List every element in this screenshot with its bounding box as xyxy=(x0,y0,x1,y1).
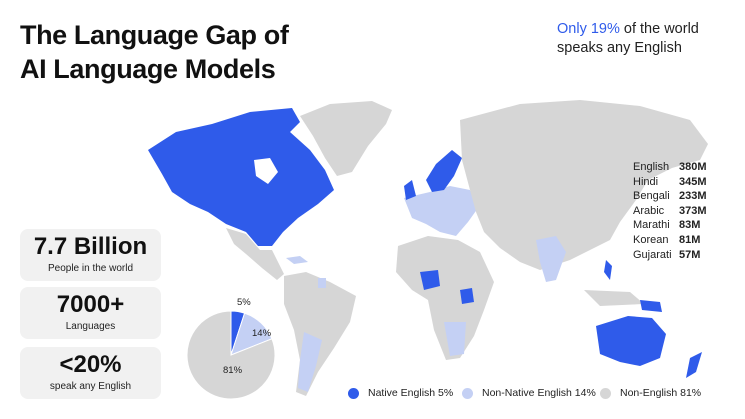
subtitle-rest: of the world speaks any English xyxy=(557,21,699,56)
southern-africa xyxy=(444,322,466,356)
legend-item-native: Native English 5% xyxy=(348,387,453,399)
india xyxy=(536,236,566,282)
legend-label: Native English 5% xyxy=(368,387,454,399)
stat-value: <20% xyxy=(59,351,122,378)
guyana xyxy=(318,278,326,288)
stat-card-english: <20% speak any English xyxy=(20,347,161,399)
language-name: Marathi xyxy=(633,219,670,232)
language-name: English xyxy=(633,161,670,173)
language-row: Korean 81M xyxy=(633,233,707,248)
europe xyxy=(404,186,478,236)
south-america xyxy=(284,272,356,396)
legend-item-non-native: Non-Native English 14% xyxy=(462,387,596,399)
uk xyxy=(404,180,416,200)
stat-label: speak any English xyxy=(49,381,132,392)
philippines xyxy=(604,260,612,280)
stat-value: 7.7 Billion xyxy=(33,233,148,260)
language-value: 233M xyxy=(679,190,707,203)
language-row: Arabic 373M xyxy=(633,204,707,219)
pie-chart: 5% 14% 81% xyxy=(186,297,276,400)
language-row: Bengali 233M xyxy=(633,189,707,204)
asia xyxy=(460,100,708,270)
language-row: Marathi 83M xyxy=(633,218,707,233)
language-value: 380M xyxy=(679,161,707,173)
language-value: 83M xyxy=(679,219,701,232)
africa xyxy=(396,236,494,360)
legend-swatch xyxy=(600,387,611,399)
east-africa xyxy=(460,288,474,304)
north-america xyxy=(148,108,334,246)
stat-card-population: 7.7 Billion People in the world xyxy=(20,229,161,281)
language-name: Bengali xyxy=(633,190,670,203)
language-name: Gujarati xyxy=(633,248,672,261)
stat-card-languages: 7000+ Languages xyxy=(20,287,161,339)
page-title: The Language Gap of AI Language Models xyxy=(20,20,289,84)
png xyxy=(640,300,662,312)
caribbean xyxy=(286,256,308,264)
legend-item-non-english: Non-English 81% xyxy=(600,387,701,399)
new-zealand xyxy=(686,352,702,378)
language-value: 57M xyxy=(679,248,701,261)
southern-cone xyxy=(298,332,322,392)
nigeria xyxy=(420,270,440,290)
hudson-bay xyxy=(254,158,278,184)
language-row: Gujarati 57M xyxy=(633,248,707,263)
stat-label: People in the world xyxy=(47,263,134,274)
language-value: 373M xyxy=(679,204,707,217)
pie-label: 14% xyxy=(252,328,272,339)
stat-label: Languages xyxy=(65,321,116,332)
language-value: 81M xyxy=(679,233,701,246)
pie-slice xyxy=(186,310,276,400)
sea-islands xyxy=(584,290,644,306)
stat-value: 7000+ xyxy=(56,291,125,318)
language-name: Hindi xyxy=(633,175,659,188)
australia xyxy=(596,316,666,366)
language-name: Arabic xyxy=(633,204,665,217)
legend-swatch xyxy=(462,387,473,399)
legend-swatch xyxy=(348,387,359,399)
subtitle-accent: Only 19% xyxy=(557,21,620,37)
legend-label: Non-Native English 14% xyxy=(482,387,596,399)
central-america xyxy=(226,228,284,280)
subtitle: Only 19% of the world speaks any English xyxy=(557,20,732,58)
scandinavia xyxy=(426,150,462,192)
pie-label: 81% xyxy=(223,365,243,376)
language-row: Hindi 345M xyxy=(633,175,707,190)
legend-label: Non-English 81% xyxy=(620,387,702,399)
language-value: 345M xyxy=(679,175,707,188)
greenland xyxy=(300,101,392,176)
pie-label: 5% xyxy=(237,297,251,308)
language-list: English 380M Hindi 345M Bengali 233M Arabic… xyxy=(633,160,707,262)
language-row: English 380M xyxy=(633,160,707,175)
language-name: Korean xyxy=(633,233,669,246)
